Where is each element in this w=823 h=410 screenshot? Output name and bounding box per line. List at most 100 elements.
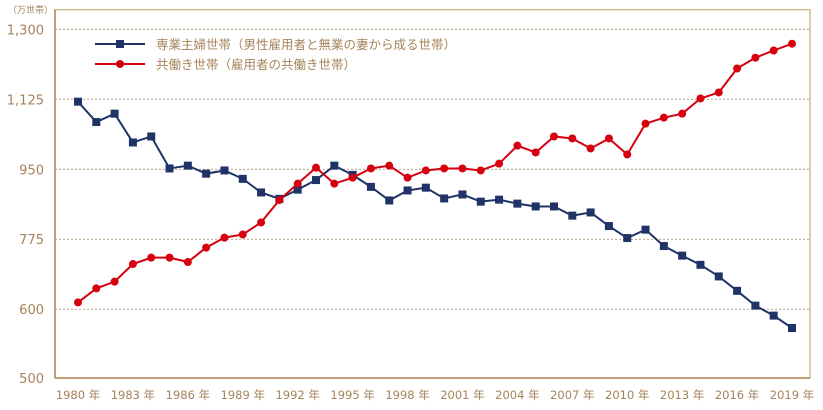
data-point [550,202,558,211]
data-point [769,311,778,320]
data-point [147,253,156,262]
x-tick-label: 1986 年 [166,388,210,402]
data-point [421,166,430,175]
y-tick-label: 500 [19,372,44,387]
data-point [531,148,540,157]
data-point [714,88,723,97]
series-line [77,42,793,304]
data-point [623,150,632,159]
data-point [421,183,430,192]
data-point [257,188,266,197]
data-point [733,64,742,73]
data-point [275,196,284,205]
data-point [165,164,174,173]
legend-label: 共働き世帯（雇用者の共働き世帯） [156,57,356,72]
data-point [238,174,247,183]
legend-marker [116,40,124,48]
data-point [641,119,650,128]
data-point [788,39,796,48]
data-point [751,301,760,310]
data-point [550,132,558,141]
series-line [77,101,793,329]
legend-item: 専業主婦世帯（男性雇用者と無業の妻から成る世帯） [95,37,456,52]
legend-item: 共働き世帯（雇用者の共働き世帯） [95,57,356,72]
data-point [366,164,375,173]
data-point [202,169,211,178]
data-point [293,179,302,188]
x-tick-label: 2010 年 [605,388,649,402]
data-point [696,260,705,269]
data-point [696,94,705,103]
data-point [623,234,632,243]
series-housewife [74,97,796,333]
data-point [128,138,137,147]
y-tick-label: 1,300 [7,23,44,38]
data-point [366,182,375,191]
data-point [678,251,687,260]
y-tick-label: 950 [19,163,44,178]
data-point [531,202,540,211]
data-point [74,298,82,307]
data-point [128,260,137,269]
data-point [312,176,320,185]
y-tick-label: 600 [19,303,44,318]
data-point [458,164,467,173]
data-point [220,166,229,175]
data-point [403,186,412,195]
data-point [202,243,211,252]
x-tick-label: 1980 年 [56,388,100,402]
data-point [751,53,760,62]
data-point [604,222,613,231]
data-point [330,161,339,170]
legend-label: 専業主婦世帯（男性雇用者と無業の妻から成る世帯） [156,37,456,52]
x-tick-label: 1995 年 [330,388,374,402]
data-point [183,258,192,267]
x-tick-label: 2013 年 [660,388,704,402]
data-point [183,161,192,170]
data-point [348,173,357,182]
legend-marker [116,60,124,68]
x-tick-label: 1992 年 [275,388,319,402]
data-point [74,97,82,106]
data-point [92,284,101,293]
data-point [513,141,522,150]
x-tick-label: 1998 年 [385,388,429,402]
data-point [495,195,504,204]
data-point [641,225,650,234]
data-point [733,286,742,295]
x-tick-label: 1989 年 [221,388,265,402]
data-point [220,233,229,242]
data-point [586,144,595,153]
data-point [147,132,156,141]
data-point [440,194,449,203]
data-point [513,199,522,208]
data-point [403,173,412,182]
data-point [458,190,467,199]
data-point [659,242,668,251]
y-tick-label: 1,125 [7,93,44,108]
data-point [495,159,504,168]
data-point [714,272,723,281]
data-point [568,211,577,220]
data-point [769,46,778,55]
x-tick-label: 2016 年 [715,388,759,402]
data-point [293,185,302,194]
data-point [659,113,668,122]
data-point [110,277,119,286]
x-tick-label: 1983 年 [111,388,155,402]
data-point [476,197,485,206]
x-tick-label: 2004 年 [495,388,539,402]
data-point [312,163,320,172]
data-point [165,253,174,262]
data-point [476,166,485,175]
data-point [678,109,687,118]
series-dual-income [74,39,796,307]
data-point [238,230,247,239]
data-point [385,196,394,205]
y-tick-label: 775 [19,233,44,248]
data-point [330,179,339,188]
data-point [440,164,449,173]
data-point [568,134,577,143]
x-tick-label: 2019 年 [770,388,814,402]
